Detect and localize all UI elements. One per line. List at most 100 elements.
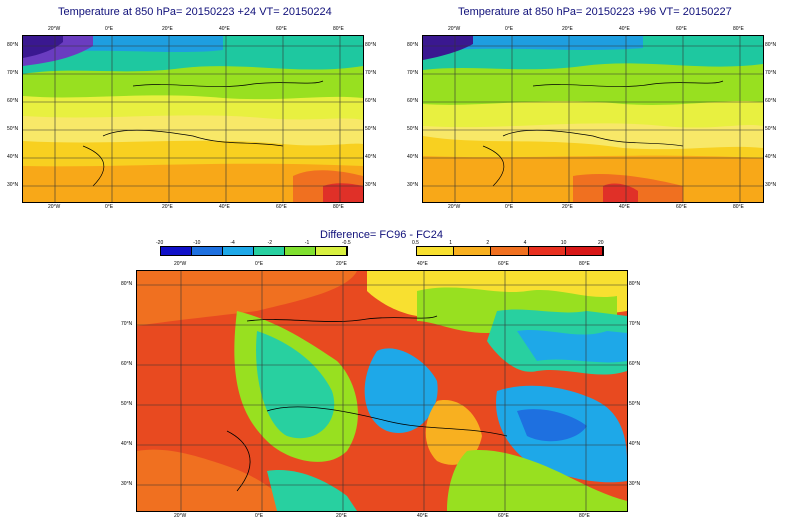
bottom-lon-label: 0°E [505, 204, 514, 210]
bottom-lon-label: 20°W [174, 513, 187, 519]
bottom-lon-label: 40°E [219, 204, 230, 210]
right-lat-label: 60°N [365, 98, 377, 104]
colorbar-tick-label: -10 [193, 240, 201, 246]
left-lat-label: 30°N [121, 481, 133, 487]
right-lat-label: 40°N [365, 154, 377, 160]
right-lat-label: 80°N [365, 42, 377, 48]
left-lat-label: 40°N [407, 154, 419, 160]
right-lat-label: 70°N [765, 70, 777, 76]
colorbar-segment [192, 247, 223, 255]
colorbar-tick-label: 0.5 [412, 240, 419, 246]
left-lat-label: 70°N [121, 321, 133, 327]
right-lat-label: 30°N [629, 481, 641, 487]
bottom-lon-label: 20°E [162, 204, 173, 210]
top-lon-label: 20°W [174, 261, 187, 267]
top-lon-label: 0°E [255, 261, 264, 267]
colorbar-tick-label: -0.5 [342, 240, 351, 246]
colorbar-tick-label: -4 [230, 240, 235, 246]
right-lat-label: 60°N [765, 98, 777, 104]
right-lat-label: 50°N [765, 126, 777, 132]
right-lat-label: 70°N [365, 70, 377, 76]
bottom-lon-label: 60°E [498, 513, 509, 519]
colorbar-tick-label: -1 [304, 240, 310, 246]
left-lat-label: 60°N [407, 98, 419, 104]
colorbar-tick-label: 4 [523, 240, 527, 246]
panel-1-title: Temperature at 850 hPa= 20150223 +24 VT=… [58, 6, 332, 18]
left-lat-label: 80°N [121, 281, 133, 287]
top-lon-label: 0°E [105, 26, 114, 32]
right-lat-label: 50°N [365, 126, 377, 132]
panel-1-map [22, 35, 364, 203]
bottom-lon-label: 80°E [733, 204, 744, 210]
colorbar-segment [285, 247, 316, 255]
bottom-lon-label: 40°E [417, 513, 428, 519]
left-lat-label: 80°N [7, 42, 19, 48]
left-lat-label: 30°N [7, 182, 19, 188]
left-lat-label: 80°N [407, 42, 419, 48]
top-lon-label: 80°E [579, 261, 590, 267]
right-lat-label: 40°N [765, 154, 777, 160]
bottom-lon-label: 20°E [562, 204, 573, 210]
colorbar-tick-label: -20 [156, 240, 164, 246]
top-lon-label: 0°E [505, 26, 514, 32]
temperature-field-96h [423, 36, 763, 202]
panel-2-title: Temperature at 850 hPa= 20150223 +96 VT=… [458, 6, 732, 18]
colorbar-segment [316, 247, 347, 255]
difference-map [136, 270, 628, 512]
colorbar-segment [254, 247, 285, 255]
left-lat-label: 70°N [407, 70, 419, 76]
left-lat-label: 50°N [7, 126, 19, 132]
colorbar-tick-label: 1 [449, 240, 452, 246]
top-lon-label: 20°E [162, 26, 173, 32]
difference-title: Difference= FC96 - FC24 [320, 229, 443, 241]
temperature-field-24h [23, 36, 363, 202]
left-lat-label: 30°N [407, 182, 419, 188]
colorbar-segment [528, 247, 566, 255]
panel-2-map [422, 35, 764, 203]
top-lon-label: 60°E [676, 26, 687, 32]
top-lon-label: 40°E [619, 26, 630, 32]
colorbar-segment [491, 247, 529, 255]
colorbar-segment [417, 247, 455, 255]
bottom-lon-label: 20°E [336, 513, 347, 519]
bottom-lon-label: 20°W [448, 204, 461, 210]
left-lat-label: 50°N [121, 401, 133, 407]
colorbar-tick-label: 2 [486, 240, 490, 246]
right-lat-label: 40°N [629, 441, 641, 447]
right-lat-label: 60°N [629, 361, 641, 367]
top-lon-label: 20°W [48, 26, 61, 32]
bottom-lon-label: 0°E [105, 204, 114, 210]
top-lon-label: 60°E [498, 261, 509, 267]
colorbar-segment [454, 247, 492, 255]
colorbar-tick-label: 20 [598, 240, 604, 246]
right-lat-label: 30°N [765, 182, 777, 188]
left-lat-label: 60°N [7, 98, 19, 104]
top-lon-label: 80°E [333, 26, 344, 32]
right-lat-label: 80°N [629, 281, 641, 287]
top-lon-label: 20°E [562, 26, 573, 32]
bottom-lon-label: 0°E [255, 513, 264, 519]
right-lat-label: 70°N [629, 321, 641, 327]
colorbar-segment [565, 247, 604, 255]
left-lat-label: 60°N [121, 361, 133, 367]
right-lat-label: 50°N [629, 401, 641, 407]
left-lat-label: 50°N [407, 126, 419, 132]
bottom-lon-label: 60°E [676, 204, 687, 210]
bottom-lon-label: 20°W [48, 204, 61, 210]
colorbar-tick-label: -2 [267, 240, 273, 246]
left-lat-label: 70°N [7, 70, 19, 76]
bottom-lon-label: 80°E [333, 204, 344, 210]
right-lat-label: 80°N [765, 42, 777, 48]
colorbar-tick-label: 10 [560, 240, 567, 246]
bottom-lon-label: 80°E [579, 513, 590, 519]
top-lon-label: 20°W [448, 26, 461, 32]
top-lon-label: 40°E [219, 26, 230, 32]
right-lat-label: 30°N [365, 182, 377, 188]
bottom-lon-label: 60°E [276, 204, 287, 210]
left-lat-label: 40°N [7, 154, 19, 160]
bottom-lon-label: 40°E [619, 204, 630, 210]
colorbar-negative [160, 246, 348, 256]
colorbar-segment [223, 247, 254, 255]
top-lon-label: 80°E [733, 26, 744, 32]
top-lon-label: 60°E [276, 26, 287, 32]
